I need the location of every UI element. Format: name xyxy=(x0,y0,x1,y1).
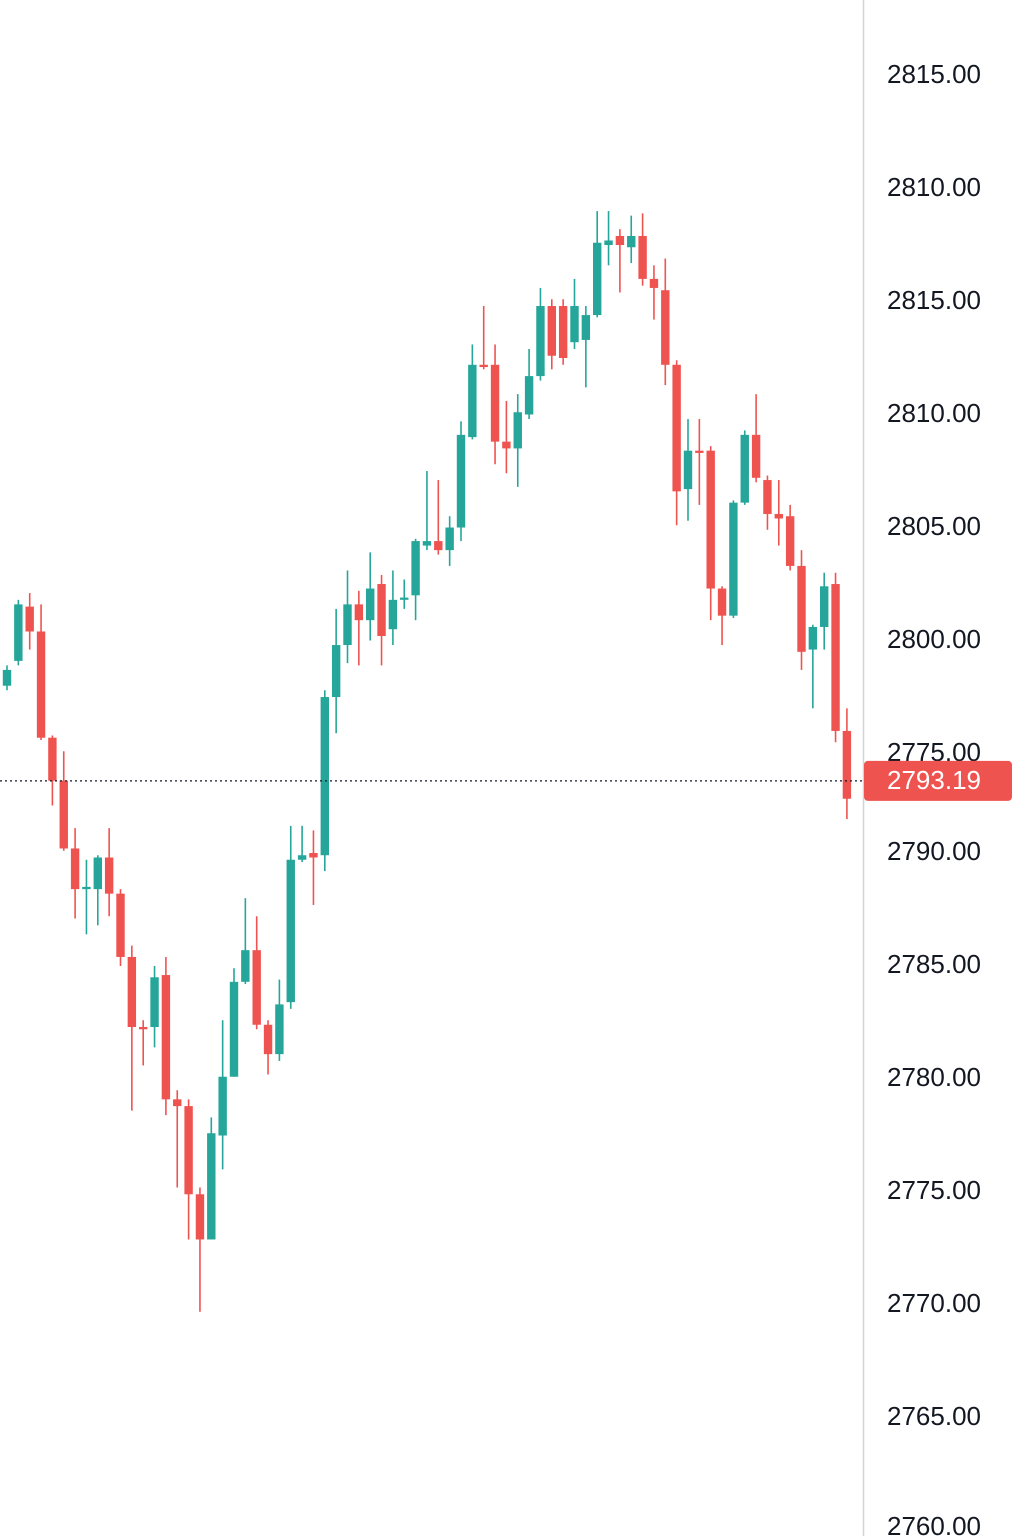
candle-body xyxy=(14,604,23,661)
candle-body xyxy=(513,412,522,449)
y-axis-label: 2760.00 xyxy=(887,1511,981,1536)
candle-body xyxy=(388,599,398,630)
candle-body xyxy=(604,240,613,246)
candle-body xyxy=(581,315,591,340)
candle-body xyxy=(490,364,500,442)
candle-body xyxy=(695,450,704,453)
candle-body xyxy=(593,242,602,316)
candle-body xyxy=(649,278,659,288)
candle-body xyxy=(161,975,171,1100)
candle-body xyxy=(59,780,68,849)
candle-body xyxy=(104,857,114,894)
candle-body xyxy=(479,364,488,368)
candle-body xyxy=(468,364,477,438)
candle-body xyxy=(286,859,295,1003)
candle-body xyxy=(445,527,454,551)
candle-body xyxy=(751,434,761,478)
candle-body xyxy=(82,886,91,890)
y-axis-label: 2815.00 xyxy=(887,285,981,315)
candle-body xyxy=(740,434,749,503)
y-axis-label: 2805.00 xyxy=(887,511,981,541)
candle-body xyxy=(377,584,386,637)
y-axis-label: 2775.00 xyxy=(887,1175,981,1205)
candle-body xyxy=(25,606,34,632)
candle-body xyxy=(150,977,159,1028)
candle-body xyxy=(638,235,647,279)
candle-body xyxy=(139,1027,148,1030)
candle-body xyxy=(434,541,443,551)
candle-body xyxy=(797,565,806,652)
candle-body xyxy=(184,1106,193,1195)
candle-body xyxy=(173,1099,182,1107)
candle-body xyxy=(400,597,409,600)
candle-body xyxy=(70,848,80,890)
candle-body xyxy=(320,697,329,856)
candle-body xyxy=(422,541,432,546)
candle-body xyxy=(275,1004,284,1055)
candle-body xyxy=(627,235,636,248)
candle-body xyxy=(48,737,57,781)
candle-body xyxy=(502,441,511,449)
candle-body xyxy=(831,584,840,731)
candle-body xyxy=(661,290,670,365)
y-axis-label: 2815.00 xyxy=(887,59,981,89)
y-axis-label: 2800.00 xyxy=(887,624,981,654)
candle-body xyxy=(536,306,545,377)
y-axis-label: 2770.00 xyxy=(887,1288,981,1318)
y-axis-label: 2780.00 xyxy=(887,1062,981,1092)
candle-body xyxy=(820,586,829,627)
candle-body xyxy=(524,376,534,415)
candle-body xyxy=(547,306,556,356)
candle-body xyxy=(706,450,715,589)
y-axis-label: 2790.00 xyxy=(887,836,981,866)
candle-body xyxy=(309,852,318,858)
y-axis-label: 2765.00 xyxy=(887,1401,981,1431)
last-price-label: 2793.19 xyxy=(887,765,981,795)
candle-body xyxy=(116,893,125,957)
y-axis-label: 2810.00 xyxy=(887,398,981,428)
candle-body xyxy=(207,1133,216,1240)
candle-body xyxy=(570,306,579,343)
candle-body xyxy=(672,364,681,492)
candle-body xyxy=(354,604,364,621)
candle-body xyxy=(729,502,738,616)
candle-body xyxy=(774,513,783,519)
candle-body xyxy=(297,855,307,860)
candle-body xyxy=(785,516,795,566)
candle-body xyxy=(808,626,818,650)
candle-body xyxy=(195,1194,205,1240)
candle-body xyxy=(456,434,466,528)
candle-body xyxy=(763,480,772,514)
candle-body xyxy=(229,981,239,1077)
candle-body xyxy=(717,588,727,616)
candle-body xyxy=(263,1024,273,1055)
candle-body xyxy=(252,950,261,1025)
candle-body xyxy=(615,235,625,246)
candle-body xyxy=(558,306,568,359)
candle-body xyxy=(218,1076,227,1136)
candle-body xyxy=(241,950,250,982)
candle-body xyxy=(331,645,341,698)
candle-body xyxy=(842,730,852,799)
candle-body xyxy=(366,588,375,621)
candle-body xyxy=(127,956,137,1028)
candle-body xyxy=(683,450,693,490)
y-axis-label: 2785.00 xyxy=(887,949,981,979)
y-axis-label: 2810.00 xyxy=(887,172,981,202)
last-price-badge xyxy=(864,760,1012,801)
candle-body xyxy=(2,669,12,686)
candle-body xyxy=(411,541,420,596)
candle-body xyxy=(36,631,46,738)
candle-body xyxy=(343,604,352,646)
candle-body xyxy=(93,857,102,890)
